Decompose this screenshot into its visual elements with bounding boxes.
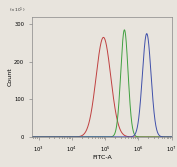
X-axis label: FITC-A: FITC-A — [92, 155, 112, 160]
Y-axis label: Count: Count — [8, 67, 13, 86]
Text: ($\times$10$^1$): ($\times$10$^1$) — [10, 6, 26, 16]
